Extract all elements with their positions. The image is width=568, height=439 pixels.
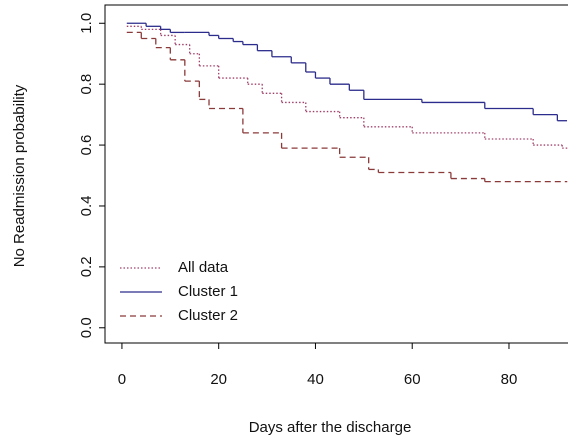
y-tick-label: 0.6 (78, 135, 95, 156)
y-tick-label: 0.2 (78, 256, 95, 277)
y-axis-label: No Readmission probability (11, 84, 28, 267)
legend-label: Cluster 1 (178, 283, 238, 300)
plot-frame (104, 4, 568, 344)
x-axis-label: Days after the discharge (249, 419, 412, 436)
y-tick-label: 0.4 (78, 196, 95, 217)
x-tick-label: 80 (501, 371, 518, 388)
legend-label: All data (178, 259, 229, 276)
x-tick-label: 60 (404, 371, 421, 388)
x-tick-label: 20 (210, 371, 227, 388)
x-tick-label: 0 (118, 371, 126, 388)
y-tick-label: 1.0 (78, 13, 95, 34)
legend-label: Cluster 2 (178, 307, 238, 324)
y-tick-label: 0.0 (78, 317, 95, 338)
x-tick-label: 40 (307, 371, 324, 388)
y-tick-label: 0.8 (78, 74, 95, 95)
